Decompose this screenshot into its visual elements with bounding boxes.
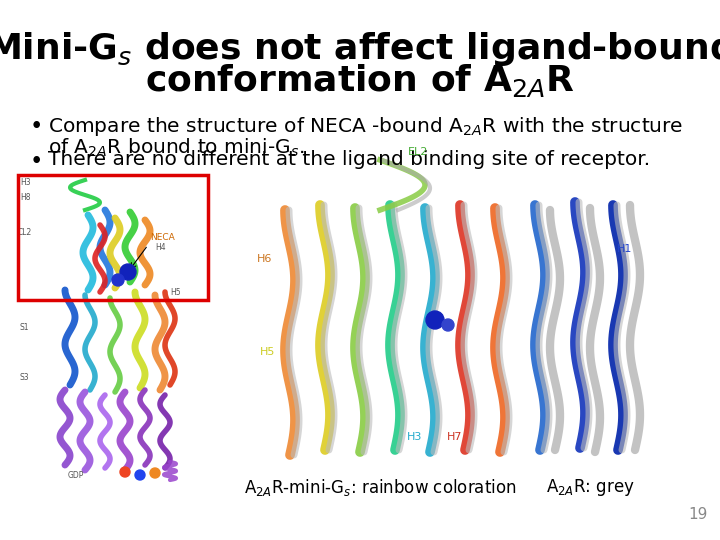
Text: CL2: CL2 (18, 228, 32, 237)
Text: •: • (30, 150, 43, 173)
Text: A$_{2A}$R: grey: A$_{2A}$R: grey (546, 477, 634, 498)
Text: H5: H5 (261, 347, 276, 357)
Text: H6: H6 (257, 254, 273, 264)
Text: S1: S1 (20, 323, 30, 332)
Circle shape (120, 467, 130, 477)
Text: •: • (30, 115, 43, 138)
Text: GDP: GDP (68, 471, 84, 480)
Circle shape (442, 319, 454, 331)
Text: of A$_{2A}$R bound to mini-G$_s$.: of A$_{2A}$R bound to mini-G$_s$. (48, 137, 305, 159)
Circle shape (120, 264, 136, 280)
Text: conformation of A$_{2A}$R: conformation of A$_{2A}$R (145, 62, 575, 99)
Text: H8: H8 (20, 193, 30, 202)
Text: H3: H3 (408, 432, 423, 442)
Text: S3: S3 (20, 373, 30, 382)
Text: H4: H4 (155, 243, 166, 252)
Circle shape (426, 311, 444, 329)
Circle shape (112, 274, 124, 286)
Circle shape (135, 470, 145, 480)
Text: A$_{2A}$R-mini-G$_s$: rainbow coloration: A$_{2A}$R-mini-G$_s$: rainbow coloration (244, 477, 516, 498)
Text: NECA: NECA (150, 233, 175, 242)
Bar (18, 175, 208, 300)
Text: Mini-G$_s$ does not affect ligand-bound: Mini-G$_s$ does not affect ligand-bound (0, 30, 720, 68)
Text: H7: H7 (447, 432, 463, 442)
Text: H1: H1 (617, 244, 633, 254)
Text: Compare the structure of NECA -bound A$_{2A}$R with the structure: Compare the structure of NECA -bound A$_… (48, 115, 683, 138)
Text: There are no different at the ligand binding site of receptor.: There are no different at the ligand bin… (48, 150, 650, 169)
Text: H5: H5 (170, 288, 181, 297)
Text: EL2: EL2 (408, 147, 428, 157)
Text: 19: 19 (688, 507, 708, 522)
Circle shape (150, 468, 160, 478)
Text: H3: H3 (20, 178, 31, 187)
